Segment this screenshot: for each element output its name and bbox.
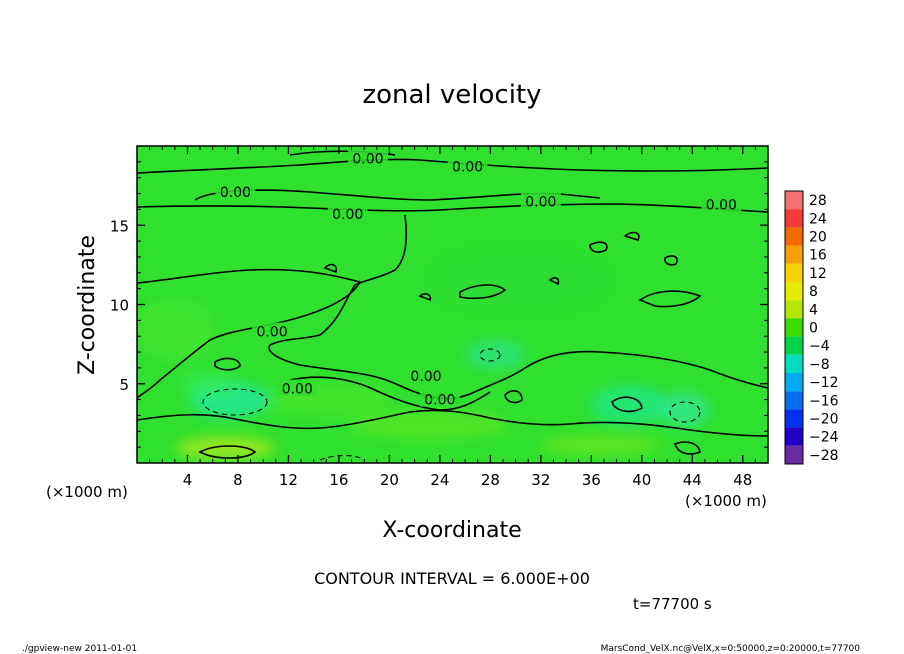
contour-label: 0.00: [525, 194, 556, 210]
contour-label-bg: [701, 195, 742, 212]
colorbar-level-label: −8: [809, 357, 830, 373]
colorbar-level-label: 4: [809, 302, 818, 318]
x-tick-label: 28: [481, 471, 500, 489]
colorbar-level-label: 28: [809, 193, 827, 209]
y-tick-label: 5: [119, 376, 129, 394]
time-label: t=77700 s: [633, 595, 712, 613]
colorbar-level-label: −24: [809, 430, 839, 446]
contour-label: 0.00: [410, 369, 441, 385]
colorbar-swatch: [785, 318, 803, 337]
x-tick-label: 40: [632, 471, 651, 489]
contour-label-bg: [347, 149, 388, 166]
y-axis-label: Z-coordinate: [75, 235, 100, 375]
x-unit-label-bottom: (×1000 m): [685, 492, 767, 510]
plot-area: 0.00 0.00 0.00 0.00 0.00 0.00 0.00 0.00 0.00 0.00: [137, 146, 768, 463]
contour-label: 0.00: [332, 207, 363, 223]
x-tick-label: 20: [380, 471, 399, 489]
colorbar-swatch: [785, 300, 803, 319]
colorbar-swatch: [785, 373, 803, 392]
contour-label-bg: [520, 192, 561, 209]
contour-label-bg: [419, 390, 460, 407]
contour-label: 0.00: [352, 152, 383, 168]
contour-label: 0.00: [706, 198, 737, 214]
colorbar-swatch: [785, 336, 803, 355]
y-tick-label: 15: [110, 217, 129, 235]
y-tick-label: 10: [110, 297, 129, 315]
colorbar-level-label: 20: [809, 230, 827, 246]
x-tick-label: 44: [683, 471, 702, 489]
colorbar-level-label: 24: [809, 211, 827, 227]
contour-label-bg: [277, 379, 318, 396]
contour-label: 0.00: [452, 160, 483, 176]
colorbar-level-label: −28: [809, 448, 839, 464]
colorbar-swatch: [785, 209, 803, 228]
x-tick-label: 36: [582, 471, 601, 489]
colorbar: 28 24 20 16 12 8 4 0 −4 −8 −12 −16 −20 −24 −28: [784, 190, 839, 465]
y-axis: 5 10 15: [110, 161, 768, 448]
colorbar-swatch: [785, 263, 803, 282]
colorbar-level-label: −16: [809, 393, 839, 409]
colorbar-frame: [784, 190, 804, 465]
dashed-contours: [202, 348, 701, 461]
x-unit-label: (×1000 m): [46, 483, 128, 501]
colorbar-swatch: [785, 227, 803, 246]
field-shading: [137, 250, 710, 460]
colorbar-level-label: 12: [809, 266, 827, 282]
contour-label: 0.00: [220, 185, 251, 201]
colorbar-level-label: 0: [809, 321, 818, 337]
contour-label: 0.00: [256, 324, 287, 340]
x-tick-label: 48: [733, 471, 752, 489]
colorbar-swatch: [785, 245, 803, 264]
colorbar-swatch: [785, 427, 803, 446]
contour-label-bg: [252, 322, 293, 339]
colorbar-swatch: [785, 191, 803, 210]
contour-label-bg: [327, 205, 368, 222]
x-tick-label: 8: [233, 471, 243, 489]
x-tick-label: 12: [279, 471, 298, 489]
footer-left: ./gpview-new 2011-01-01: [22, 644, 137, 654]
x-axis-label: X-coordinate: [382, 518, 521, 543]
footer-right: MarsCond_VelX.nc@VelX,x=0:50000,z=0:2000…: [601, 644, 861, 654]
contour-interval-label: CONTOUR INTERVAL = 6.000E+00: [314, 569, 590, 588]
colorbar-level-label: −12: [809, 375, 839, 391]
colorbar-swatch: [785, 391, 803, 410]
x-axis: 4 8 12 16 20 24 28 32 36 40 44 48: [149, 146, 756, 489]
contour-label: 0.00: [424, 393, 455, 409]
contour-label-bg: [447, 157, 488, 174]
contour-label: 0.00: [282, 382, 313, 398]
x-tick-label: 4: [183, 471, 193, 489]
contour-label-bg: [405, 366, 446, 383]
colorbar-level-label: 8: [809, 284, 818, 300]
colorbar-level-label: −20: [809, 412, 839, 428]
contour-label-bg: [215, 182, 256, 199]
colorbar-level-label: 16: [809, 248, 827, 264]
x-tick-label: 16: [329, 471, 348, 489]
colorbar-swatch: [785, 445, 803, 464]
colorbar-level-label: −4: [809, 339, 830, 355]
chart-title: zonal velocity: [362, 80, 541, 110]
contour-labels: 0.00 0.00 0.00 0.00 0.00 0.00 0.00 0.00 0.00 0.00: [215, 149, 742, 409]
colorbar-swatch: [785, 354, 803, 373]
x-tick-label: 24: [430, 471, 449, 489]
contour-lines: [137, 150, 768, 459]
colorbar-swatch: [785, 282, 803, 301]
colorbar-swatch: [785, 409, 803, 428]
x-tick-label: 32: [531, 471, 550, 489]
